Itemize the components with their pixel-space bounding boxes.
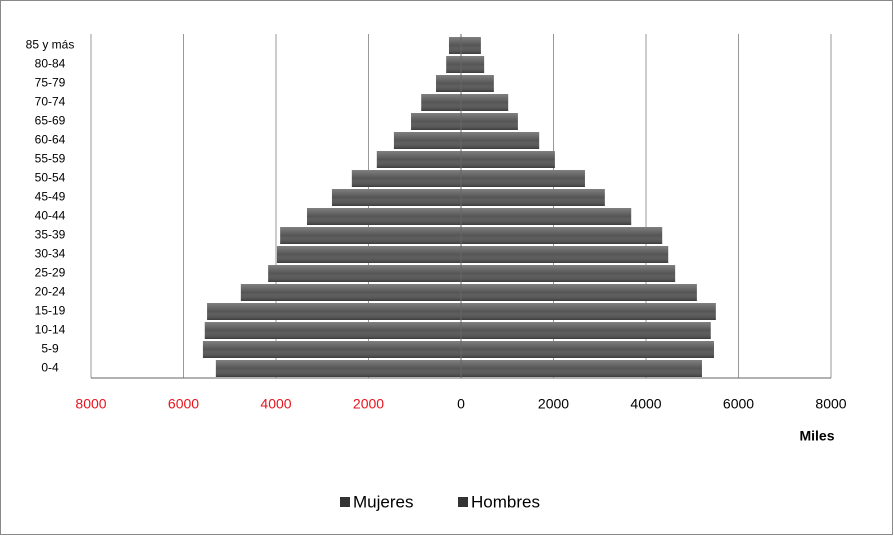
legend-swatch	[340, 497, 350, 507]
y-tick-label: 35-39	[35, 228, 66, 242]
x-tick-label: 4000	[260, 396, 291, 412]
bar-shade	[421, 94, 461, 111]
bar-shade	[461, 284, 697, 301]
x-axis-label: Miles	[799, 428, 834, 444]
bar-shade	[411, 113, 461, 130]
bar-shade	[202, 341, 462, 358]
bar-shade	[461, 208, 632, 225]
bar-shade	[280, 227, 461, 244]
bar-shade	[461, 170, 585, 187]
y-tick-label: 50-54	[35, 171, 66, 185]
bar-shade	[393, 132, 461, 149]
bar-shade	[351, 170, 461, 187]
legend-swatch	[458, 497, 468, 507]
bar-shade	[436, 75, 461, 92]
bar-shade	[461, 75, 494, 92]
y-tick-label: 80-84	[35, 57, 66, 71]
bar-shade	[461, 56, 485, 73]
y-tick-label: 25-29	[35, 266, 66, 280]
bar-shade	[461, 227, 663, 244]
bar-shade	[204, 322, 461, 339]
x-tick-label: 2000	[353, 396, 384, 412]
bar-shade	[461, 303, 716, 320]
y-tick-label: 55-59	[35, 152, 66, 166]
x-tick-label: 4000	[630, 396, 661, 412]
bar-shade	[448, 37, 461, 54]
bar-shade	[461, 113, 518, 130]
bar-shade	[461, 189, 605, 206]
legend-label: Mujeres	[353, 492, 413, 511]
bar-shade	[461, 246, 669, 263]
y-tick-label: 40-44	[35, 209, 66, 223]
x-tick-label: 0	[457, 396, 465, 412]
x-tick-label: 8000	[75, 396, 106, 412]
y-tick-label: 85 y más	[26, 38, 75, 52]
bar-shade	[240, 284, 461, 301]
y-tick-label: 75-79	[35, 76, 66, 90]
y-tick-label: 70-74	[35, 95, 66, 109]
y-tick-label: 5-9	[41, 342, 59, 356]
y-tick-label: 65-69	[35, 114, 66, 128]
y-tick-label: 15-19	[35, 304, 66, 318]
x-tick-label: 6000	[723, 396, 754, 412]
bar-shade	[268, 265, 461, 282]
x-tick-label: 6000	[168, 396, 199, 412]
bar-shade	[461, 151, 555, 168]
bar-shade	[461, 322, 711, 339]
bar-shade	[376, 151, 461, 168]
bar-shade	[461, 37, 481, 54]
x-tick-label: 2000	[538, 396, 569, 412]
bar-shade	[331, 189, 461, 206]
bar-shade	[215, 360, 461, 377]
bar-shade	[461, 360, 702, 377]
bar-shade	[461, 94, 509, 111]
bar-shade	[461, 265, 676, 282]
bar-shade	[306, 208, 461, 225]
bar-shade	[207, 303, 461, 320]
y-tick-label: 30-34	[35, 247, 66, 261]
y-tick-label: 10-14	[35, 323, 66, 337]
x-tick-label: 8000	[815, 396, 846, 412]
bar-shade	[446, 56, 461, 73]
bar-shade	[461, 341, 714, 358]
y-tick-label: 20-24	[35, 285, 66, 299]
legend-label: Hombres	[471, 492, 540, 511]
bar-shade	[276, 246, 461, 263]
y-tick-label: 0-4	[41, 361, 59, 375]
bar-shade	[461, 132, 540, 149]
y-tick-label: 60-64	[35, 133, 66, 147]
y-tick-label: 45-49	[35, 190, 66, 204]
